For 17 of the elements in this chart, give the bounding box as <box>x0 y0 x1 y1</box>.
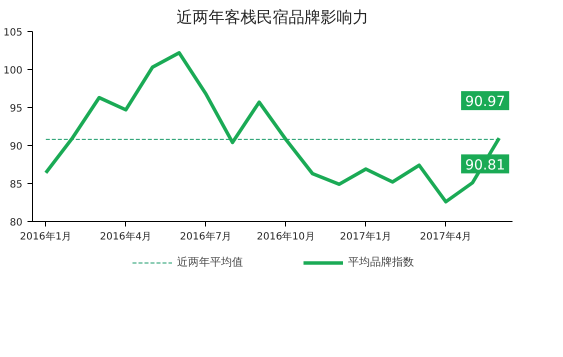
chart-title: 近两年客栈民宿品牌影响力 <box>176 8 368 26</box>
x-tick-label: 2017年4月 <box>420 230 472 242</box>
y-tick-label: 100 <box>3 66 23 76</box>
legend-label: 近两年平均值 <box>177 254 243 270</box>
x-tick-label: 2016年4月 <box>100 230 152 242</box>
data-label: 90.97 <box>465 94 506 110</box>
x-tick-label: 2016年10月 <box>256 230 315 242</box>
y-tick-label: 95 <box>10 104 23 114</box>
legend-label: 平均品牌指数 <box>348 254 414 270</box>
y-tick-label: 90 <box>10 142 23 152</box>
x-tick-label: 2016年7月 <box>180 230 232 242</box>
y-tick-label: 85 <box>10 180 23 190</box>
data-label: 90.81 <box>465 157 506 174</box>
x-tick-label: 2017年1月 <box>340 230 392 242</box>
y-tick-label: 80 <box>10 218 23 228</box>
x-tick-label: 2016年1月 <box>20 230 72 242</box>
y-tick-label: 105 <box>3 28 23 38</box>
